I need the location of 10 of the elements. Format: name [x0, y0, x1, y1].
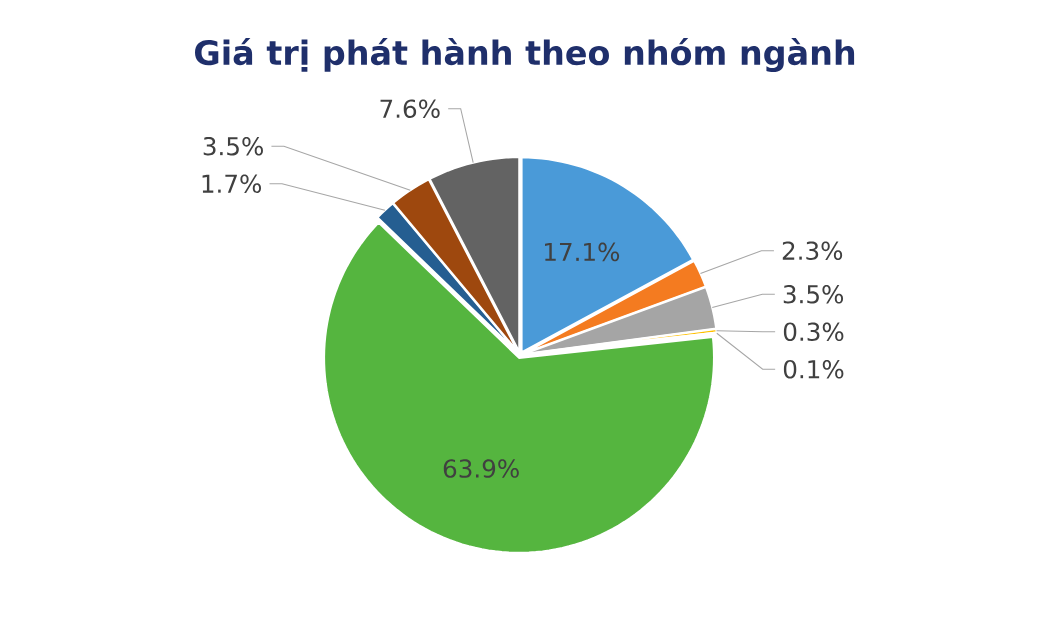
data-label: 3.5%	[203, 136, 263, 156]
data-label: 3.5%	[783, 284, 844, 304]
data-label: 2.3%	[782, 241, 843, 261]
data-label: 7.6%	[380, 99, 440, 119]
data-label: 1.7%	[202, 174, 262, 194]
data-label: 63.9%	[443, 459, 519, 478]
chart-title: Giá trị phát hành theo nhóm ngành	[195, 38, 855, 72]
data-label: 0.1%	[783, 359, 844, 379]
data-label: 17.1%	[545, 242, 620, 262]
data-label: 0.3%	[783, 322, 844, 342]
